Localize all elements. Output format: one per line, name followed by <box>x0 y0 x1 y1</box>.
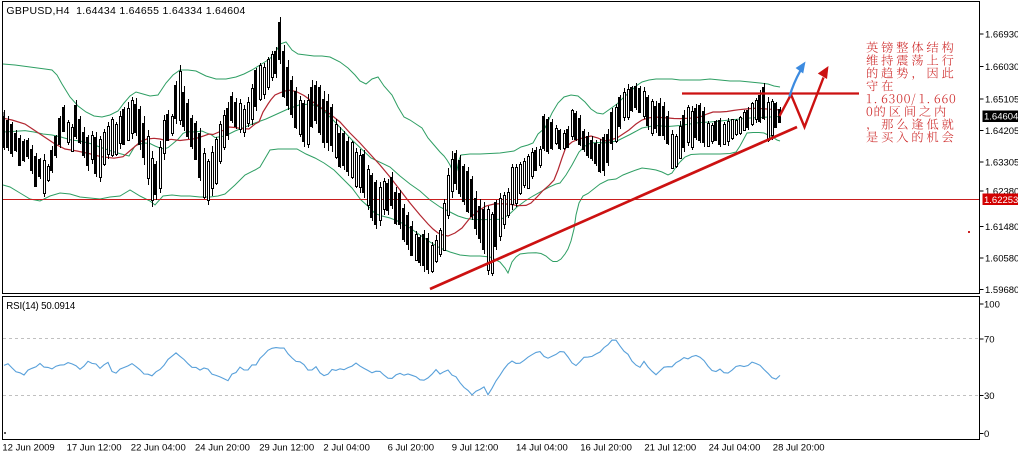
svg-text:9 Jul 12:00: 9 Jul 12:00 <box>452 443 498 454</box>
svg-text:28 Jul 20:00: 28 Jul 20:00 <box>773 443 825 454</box>
svg-text:1.61480: 1.61480 <box>985 222 1018 233</box>
svg-text:22 Jun 04:00: 22 Jun 04:00 <box>131 443 186 454</box>
svg-text:1.64205: 1.64205 <box>985 126 1018 137</box>
svg-text:1.66930: 1.66930 <box>985 30 1018 41</box>
svg-text:21 Jul 12:00: 21 Jul 12:00 <box>644 443 696 454</box>
svg-text:24 Jul 04:00: 24 Jul 04:00 <box>709 443 761 454</box>
svg-text:1.63305: 1.63305 <box>985 158 1018 169</box>
svg-text:14 Jul 04:00: 14 Jul 04:00 <box>516 443 568 454</box>
svg-text:100: 100 <box>984 300 1000 311</box>
svg-text:GBPUSD,H4 1.64434 1.64655 1.6: GBPUSD,H4 1.64434 1.64655 1.64334 1.6460… <box>6 5 245 17</box>
svg-text:1.59680: 1.59680 <box>985 285 1018 296</box>
svg-text:17 Jun 12:00: 17 Jun 12:00 <box>67 443 122 454</box>
svg-text:16 Jul 20:00: 16 Jul 20:00 <box>580 443 632 454</box>
svg-text:1.62380: 1.62380 <box>985 187 1018 198</box>
svg-text:0: 0 <box>984 429 989 440</box>
svg-text:29 Jun 12:00: 29 Jun 12:00 <box>259 443 314 454</box>
svg-text:24 Jun 20:00: 24 Jun 20:00 <box>195 443 250 454</box>
svg-text:1.64604: 1.64604 <box>984 112 1018 123</box>
svg-text:1.65105: 1.65105 <box>985 95 1018 106</box>
svg-text:1.60580: 1.60580 <box>985 254 1018 265</box>
svg-text:12 Jun 2009: 12 Jun 2009 <box>2 443 54 454</box>
svg-text:70: 70 <box>984 335 995 346</box>
svg-text:1.62253: 1.62253 <box>984 195 1018 206</box>
svg-text:2 Jul 04:00: 2 Jul 04:00 <box>323 443 369 454</box>
svg-text:1.66030: 1.66030 <box>985 62 1018 73</box>
svg-text:30: 30 <box>984 391 995 402</box>
svg-text:6 Jul 20:00: 6 Jul 20:00 <box>388 443 434 454</box>
svg-text:RSI(14) 50.0914: RSI(14) 50.0914 <box>6 301 76 312</box>
